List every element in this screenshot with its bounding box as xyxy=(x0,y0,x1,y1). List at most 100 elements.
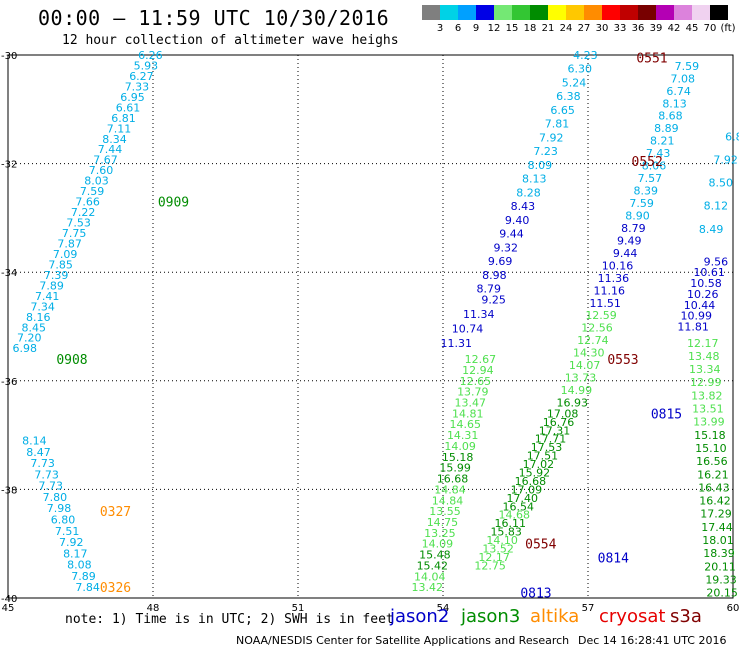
satellite-altika: altika xyxy=(530,606,580,627)
wave-height-value: 7.59 xyxy=(629,197,654,210)
wave-height-value: 7.23 xyxy=(533,145,558,158)
wave-height-value: 14.30 xyxy=(573,347,605,360)
wave-height-value: 7.67 xyxy=(93,154,118,167)
wave-height-value: 16.21 xyxy=(697,468,729,481)
wave-height-value: 14.81 xyxy=(452,407,484,420)
wave-height-value: 8.45 xyxy=(21,321,46,334)
wave-height-value: 6.81 xyxy=(111,112,136,125)
wave-height-value: 12.17 xyxy=(478,551,510,564)
wave-height-value: 7.73 xyxy=(30,457,55,470)
wave-height-value: 12.94 xyxy=(462,364,494,377)
wave-height-value: 8.90 xyxy=(625,209,650,222)
wave-height-value: 13.48 xyxy=(688,350,720,363)
wave-height-value: 10.44 xyxy=(684,299,716,312)
wave-height-value: 14.04 xyxy=(414,570,446,583)
x-tick-label: 54 xyxy=(437,603,450,614)
note-text: note: 1) Time is in UTC; 2) SWH is in fe… xyxy=(65,612,394,627)
pass-time-label: 0908 xyxy=(56,353,87,368)
wave-height-value: 14.65 xyxy=(449,418,481,431)
wave-height-value: 17.09 xyxy=(511,483,543,496)
pass-time-label: 0815 xyxy=(651,407,682,422)
wave-height-value: 8.16 xyxy=(26,311,51,324)
wave-height-value: 8.89 xyxy=(654,122,679,135)
wave-height-value: 11.16 xyxy=(594,284,626,297)
wave-height-value: 16.68 xyxy=(437,473,469,486)
wave-height-value: 7.41 xyxy=(35,290,60,303)
wave-height-value: 13.25 xyxy=(424,527,456,540)
legend-swatch xyxy=(476,5,494,20)
wave-height-value: 7.34 xyxy=(30,300,55,313)
wave-height-value: 12.65 xyxy=(460,375,492,388)
wave-height-value: 13.42 xyxy=(412,581,444,594)
wave-height-value: 4.23 xyxy=(573,49,598,62)
wave-height-value: 15.18 xyxy=(442,451,474,464)
wave-height-value: 14.99 xyxy=(561,384,593,397)
wave-height-value: 5.93 xyxy=(134,59,159,72)
wave-height-value: 7.60 xyxy=(89,164,114,177)
wave-height-value: 9.32 xyxy=(494,241,519,254)
wave-height-value: 7.66 xyxy=(75,196,100,209)
wave-height-value: 12.17 xyxy=(687,337,719,350)
wave-height-value: 7.22 xyxy=(71,206,96,219)
x-tick-label: 45 xyxy=(2,603,15,614)
wave-height-value: 8.14 xyxy=(22,435,47,448)
wave-height-value: 7.57 xyxy=(638,172,663,185)
wave-height-value: 10.16 xyxy=(602,259,634,272)
legend-swatch xyxy=(710,5,728,20)
wave-height-value: 15.83 xyxy=(490,526,522,539)
wave-height-value: 8.39 xyxy=(633,185,658,198)
wave-height-value: 7.33 xyxy=(125,80,150,93)
wave-height-value: 6.65 xyxy=(550,104,575,117)
wave-height-value: 8.12 xyxy=(704,200,729,213)
wave-height-value: 7.81 xyxy=(545,118,570,131)
wave-height-value: 7.73 xyxy=(34,468,59,481)
wave-height-value: 20.11 xyxy=(704,560,736,573)
wave-height-value: 7.92 xyxy=(713,154,738,167)
wave-height-value: 7.80 xyxy=(43,491,68,504)
wave-height-value: 14.84 xyxy=(434,483,466,496)
y-tick-label: -34 xyxy=(1,268,17,279)
pass-time-label: 0552 xyxy=(632,155,663,170)
wave-height-value: 13.47 xyxy=(455,397,487,410)
legend-swatch xyxy=(656,5,674,20)
legend-label: 42 xyxy=(667,23,681,34)
legend-label: 24 xyxy=(559,23,573,34)
wave-height-value: 15.10 xyxy=(695,442,727,455)
wave-height-value: 6.98 xyxy=(13,342,38,355)
wave-height-value: 7.84 xyxy=(75,581,100,594)
pass-time-label: 0553 xyxy=(607,353,638,368)
wave-height-value: 6.26 xyxy=(138,49,163,62)
wave-height-value: 16.76 xyxy=(543,416,575,429)
wave-height-value: 7.98 xyxy=(47,502,72,515)
wave-height-value: 17.53 xyxy=(531,441,563,454)
legend-swatch xyxy=(530,5,548,20)
wave-height-value: 17.02 xyxy=(523,458,555,471)
wave-height-value: 8.28 xyxy=(516,186,541,199)
wave-height-value: 7.53 xyxy=(66,217,91,230)
wave-height-value: 8.13 xyxy=(662,97,687,110)
wave-height-value: 14.10 xyxy=(486,534,518,547)
map-title: 00:00 – 11:59 UTC 10/30/2016 xyxy=(38,6,390,30)
wave-height-value: 7.51 xyxy=(55,525,80,538)
wave-height-value: 11.31 xyxy=(441,337,473,350)
legend-label: 45 xyxy=(685,23,699,34)
wave-height-value: 13.79 xyxy=(457,386,489,399)
wave-height-value: 20.15 xyxy=(706,587,738,600)
wave-height-value: 12.75 xyxy=(474,559,506,572)
legend-label: 27 xyxy=(577,23,591,34)
wave-height-value: 7.20 xyxy=(17,332,42,345)
wave-height-value: 8.09 xyxy=(528,159,553,172)
wave-height-value: 7.59 xyxy=(80,185,105,198)
wave-height-value: 13.82 xyxy=(691,389,723,402)
wave-height-value: 10.61 xyxy=(693,266,725,279)
wave-height-value: 14.07 xyxy=(569,359,601,372)
wave-height-value: 7.59 xyxy=(675,60,700,73)
wave-height-value: 8.79 xyxy=(621,222,646,235)
legend-label: (ft) xyxy=(720,23,736,34)
wave-height-value: 5.24 xyxy=(562,76,587,89)
satellite-cryosat: cryosat xyxy=(599,606,666,627)
pass-time-label: 0554 xyxy=(525,538,556,553)
y-tick-label: -40 xyxy=(1,594,17,605)
wave-height-value: 17.51 xyxy=(527,450,559,463)
